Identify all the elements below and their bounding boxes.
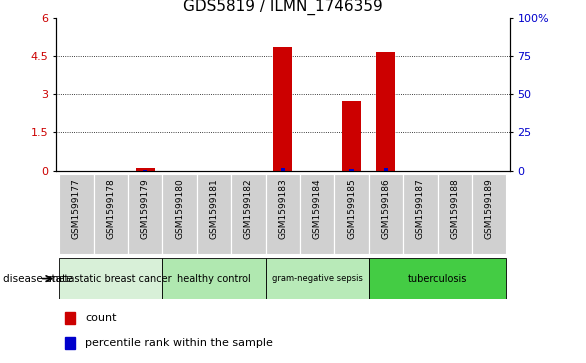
Bar bbox=[265, 258, 369, 299]
Bar bbox=[162, 174, 197, 254]
Bar bbox=[64, 312, 76, 325]
Text: GSM1599184: GSM1599184 bbox=[313, 178, 322, 239]
Text: GSM1599178: GSM1599178 bbox=[106, 178, 115, 239]
Bar bbox=[403, 174, 438, 254]
Text: GSM1599179: GSM1599179 bbox=[141, 178, 149, 239]
Bar bbox=[64, 337, 76, 349]
Title: GDS5819 / ILMN_1746359: GDS5819 / ILMN_1746359 bbox=[183, 0, 383, 15]
Bar bbox=[265, 174, 300, 254]
Bar bbox=[376, 53, 396, 171]
Text: GSM1599187: GSM1599187 bbox=[416, 178, 425, 239]
Text: GSM1599189: GSM1599189 bbox=[485, 178, 493, 239]
Bar bbox=[342, 101, 361, 171]
Text: GSM1599185: GSM1599185 bbox=[347, 178, 356, 239]
Bar bbox=[136, 168, 155, 171]
Bar bbox=[94, 174, 128, 254]
Bar bbox=[438, 174, 472, 254]
Bar bbox=[59, 174, 94, 254]
Bar bbox=[384, 168, 388, 171]
Text: tuberculosis: tuberculosis bbox=[408, 274, 467, 284]
Text: GSM1599188: GSM1599188 bbox=[450, 178, 459, 239]
Bar bbox=[281, 168, 285, 171]
Text: GSM1599183: GSM1599183 bbox=[278, 178, 287, 239]
Text: GSM1599181: GSM1599181 bbox=[209, 178, 219, 239]
Bar bbox=[273, 48, 292, 171]
Text: disease state: disease state bbox=[3, 274, 73, 284]
Text: metastatic breast cancer: metastatic breast cancer bbox=[49, 274, 172, 284]
Text: gram-negative sepsis: gram-negative sepsis bbox=[272, 274, 363, 283]
Text: GSM1599177: GSM1599177 bbox=[72, 178, 81, 239]
Bar bbox=[59, 258, 162, 299]
Bar bbox=[335, 174, 369, 254]
Bar bbox=[162, 258, 265, 299]
Bar bbox=[472, 174, 506, 254]
Bar bbox=[231, 174, 265, 254]
Text: GSM1599182: GSM1599182 bbox=[244, 178, 253, 239]
Text: healthy control: healthy control bbox=[177, 274, 251, 284]
Bar bbox=[197, 174, 231, 254]
Bar bbox=[369, 258, 506, 299]
Bar bbox=[369, 174, 403, 254]
Bar bbox=[300, 174, 335, 254]
Text: GSM1599180: GSM1599180 bbox=[175, 178, 184, 239]
Bar bbox=[128, 174, 162, 254]
Text: count: count bbox=[85, 313, 117, 323]
Text: percentile rank within the sample: percentile rank within the sample bbox=[85, 338, 273, 348]
Bar bbox=[349, 169, 353, 171]
Text: GSM1599186: GSM1599186 bbox=[381, 178, 390, 239]
